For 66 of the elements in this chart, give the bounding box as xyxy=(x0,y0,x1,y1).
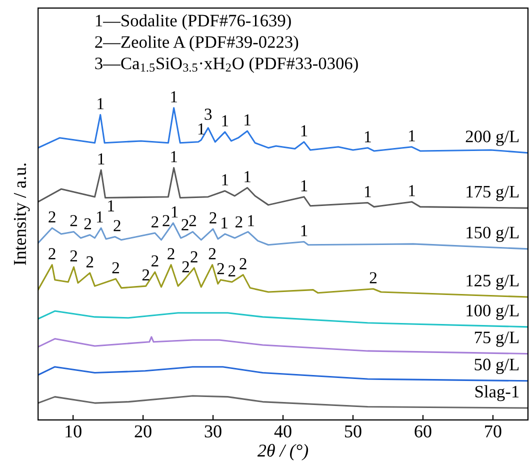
x-tick-label: 70 xyxy=(485,425,502,438)
x-axis-title: 2θ / (°) xyxy=(257,444,308,460)
series-label: 50 g/L xyxy=(474,358,519,374)
annotation: 2 xyxy=(210,212,216,224)
annotation: 1 xyxy=(108,200,114,212)
annotation: 3 xyxy=(204,108,212,120)
annotation: 2 xyxy=(240,258,246,270)
annotation: 1 xyxy=(198,123,204,134)
text: 2—Zeolite A (PDF#39-0223) xyxy=(95,36,298,52)
series-label: Slag-1 xyxy=(475,385,519,402)
annotation: 1 xyxy=(171,91,178,102)
annotation: 2 xyxy=(162,215,170,226)
annotation: 1 xyxy=(172,206,178,218)
annotation: 2 xyxy=(70,215,78,226)
annotation: 1 xyxy=(98,98,104,110)
x-tick-label: 50 xyxy=(345,425,362,438)
annotation: 1 xyxy=(96,211,103,222)
annotation: 2 xyxy=(142,269,150,280)
annotation: 1 xyxy=(409,185,415,196)
annotation: 2 xyxy=(208,248,216,260)
x-tick-label: 20 xyxy=(134,425,152,438)
annotation: 2 xyxy=(48,248,56,260)
annotation: 2 xyxy=(189,215,196,226)
annotation: 1 xyxy=(222,217,228,228)
annotation: 2 xyxy=(182,219,188,230)
series-label: 200 g/L xyxy=(466,130,519,146)
annotation: 2 xyxy=(182,261,189,272)
annotation: 1 xyxy=(301,225,308,236)
annotation: 1 xyxy=(364,186,371,198)
annotation: 1 xyxy=(98,153,104,164)
annotation: 1 xyxy=(222,174,228,186)
annotation: 1 xyxy=(248,215,254,226)
annotation: 2 xyxy=(84,218,92,230)
annotation: 1 xyxy=(364,131,371,142)
annotation: 1 xyxy=(171,151,178,162)
annotation: 2 xyxy=(235,216,242,228)
annotation: 1 xyxy=(409,130,415,142)
annotation: 1 xyxy=(301,180,308,192)
annotation: 2 xyxy=(228,265,236,276)
annotation: 2 xyxy=(70,250,78,262)
series-label: 125 g/L xyxy=(466,274,519,290)
text: 3—Ca$_{1.5}$SiO$_{3.5}$·xH$_{2}$O (PDF#33-0306) xyxy=(95,57,358,73)
annotation: 2 xyxy=(370,272,377,284)
annotation: 2 xyxy=(152,216,158,228)
annotation: 1 xyxy=(222,115,228,126)
text: 1—Sodalite (PDF#76-1639) xyxy=(96,14,291,30)
annotation: 2 xyxy=(152,255,158,266)
x-tick-label: 60 xyxy=(414,425,432,438)
annotation: 2 xyxy=(190,251,198,262)
annotation: 2 xyxy=(217,263,224,274)
x-tick-label: 10 xyxy=(66,425,82,438)
annotation: 2 xyxy=(86,256,94,268)
annotation: 2 xyxy=(114,220,120,232)
x-tick-label: 40 xyxy=(274,425,292,438)
y-axis-title: Intensity / a.u. xyxy=(14,164,30,265)
series-label: 75 g/L xyxy=(474,332,519,347)
annotation: 1 xyxy=(244,171,250,182)
annotation: 2 xyxy=(48,211,56,222)
annotation: 2 xyxy=(168,248,174,260)
annotation: 2 xyxy=(112,262,120,274)
annotation: 1 xyxy=(301,125,308,136)
x-tick-label: 30 xyxy=(204,425,222,438)
annotation: 1 xyxy=(244,114,250,126)
series-label: 175 g/L xyxy=(466,186,519,202)
series-label: 150 g/L xyxy=(466,226,519,242)
series-label: 100 g/L xyxy=(466,304,519,320)
